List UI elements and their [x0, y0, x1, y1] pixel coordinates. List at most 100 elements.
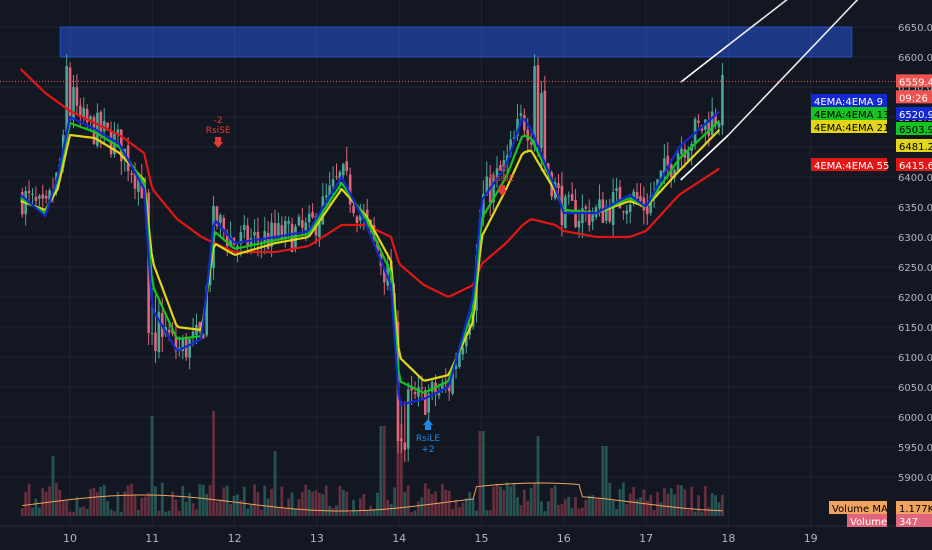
candle-body — [423, 390, 427, 415]
volume-bar — [99, 486, 103, 516]
volume-bar — [283, 508, 287, 516]
candle-body — [639, 195, 642, 202]
volume-bar — [707, 507, 711, 516]
indicator-value-3: 6415.6 — [896, 158, 932, 172]
candle-body — [188, 339, 191, 358]
volume-bar — [451, 509, 455, 516]
volume-bar — [526, 500, 530, 516]
up-arrow-icon — [423, 419, 434, 430]
volume-bar — [478, 431, 482, 516]
candle-body — [509, 139, 512, 155]
candle-body — [338, 171, 342, 180]
candle-body — [526, 129, 530, 141]
volume-ma-value-bg — [896, 501, 932, 514]
time-axis[interactable]: 10 11 12 13 14 15 16 17 18 19 — [0, 525, 932, 545]
candle-body — [283, 220, 287, 238]
volume-bar — [676, 484, 680, 516]
volume-bar — [437, 502, 441, 516]
volume-bar — [44, 491, 48, 516]
candle-body — [65, 66, 68, 133]
candle-body — [492, 175, 495, 203]
volume-bar — [632, 487, 636, 516]
volume-bar — [410, 511, 414, 516]
volume-bar — [212, 411, 215, 516]
volume-bar — [635, 499, 639, 516]
indicator-value-0-text: 6520.9 — [899, 110, 932, 121]
candle-body — [454, 365, 458, 369]
y-tick-label: 6050.0 — [898, 383, 932, 394]
y-tick-label: 5950.0 — [898, 443, 932, 454]
volume-bar — [277, 508, 280, 516]
volume-bar — [314, 490, 318, 516]
candle-body — [201, 334, 205, 339]
volume-bar — [198, 484, 202, 516]
volume-bar — [27, 483, 31, 516]
volume-bar — [461, 502, 465, 516]
candle-body — [44, 195, 48, 199]
x-tick-label: 16 — [557, 532, 571, 545]
candle-body — [294, 226, 297, 250]
candle-body — [413, 392, 417, 395]
volume-bar — [259, 509, 263, 516]
candle-body — [31, 193, 34, 195]
volume-value: 347 — [896, 514, 932, 528]
volume-bar — [72, 511, 75, 516]
candle-body — [102, 120, 106, 132]
candle-body — [270, 222, 273, 247]
ema-lines — [19, 68, 721, 406]
volume-bar — [717, 502, 721, 516]
volume-bar — [652, 509, 656, 516]
volume-bar — [68, 511, 72, 516]
volume-bar — [522, 489, 526, 516]
x-tick-label: 14 — [392, 532, 406, 545]
volume-bar — [656, 492, 659, 516]
volume-bar — [82, 506, 86, 516]
volume-bar — [321, 494, 325, 516]
volume-bar — [396, 424, 400, 516]
volume-bar — [686, 509, 690, 516]
volume-bar — [263, 485, 267, 516]
x-tick-label: 12 — [228, 532, 242, 545]
volume-bar — [444, 489, 448, 516]
volume-ma-name: Volume MA — [829, 501, 888, 515]
volume-bar — [543, 511, 547, 516]
channel-extension-1 — [727, 0, 859, 136]
candle-body — [693, 119, 697, 144]
candle-body — [140, 177, 144, 199]
volume-bar — [242, 486, 246, 516]
volume-bar — [106, 500, 110, 516]
volume-bar — [406, 485, 410, 516]
volume-bar — [690, 486, 694, 516]
candle-body — [38, 195, 41, 199]
indicator-value-3-bg — [896, 158, 932, 171]
volume-bar — [119, 511, 123, 516]
volume-bar — [304, 484, 308, 516]
volume-bar — [297, 499, 301, 516]
volume-bar — [423, 483, 427, 516]
candle-body — [420, 387, 424, 389]
volume-bar — [307, 489, 311, 516]
candle-body — [529, 142, 533, 145]
volume-bar — [557, 504, 560, 516]
volume-bar — [475, 510, 478, 516]
volume-bar — [318, 492, 321, 516]
candle-body — [427, 393, 431, 413]
volume-bar — [458, 507, 461, 516]
countdown-tag: 09:26 — [896, 90, 932, 104]
y-tick-label: 6000.0 — [898, 413, 932, 424]
ema9-line — [19, 110, 721, 406]
candle-body — [89, 116, 92, 120]
candle-body — [219, 215, 222, 223]
y-tick-label: 6600.0 — [898, 53, 932, 64]
candle-body — [75, 87, 79, 106]
candle-body — [263, 231, 267, 243]
volume-bar — [41, 488, 45, 516]
candle-body — [451, 369, 454, 394]
volume-bar — [662, 487, 666, 516]
volume-bar — [253, 484, 256, 516]
signal-count: -2 — [498, 164, 507, 174]
volume-bar — [714, 495, 718, 516]
volume-bar — [649, 494, 653, 516]
indicator-value-1: 6503.9 — [896, 122, 932, 136]
